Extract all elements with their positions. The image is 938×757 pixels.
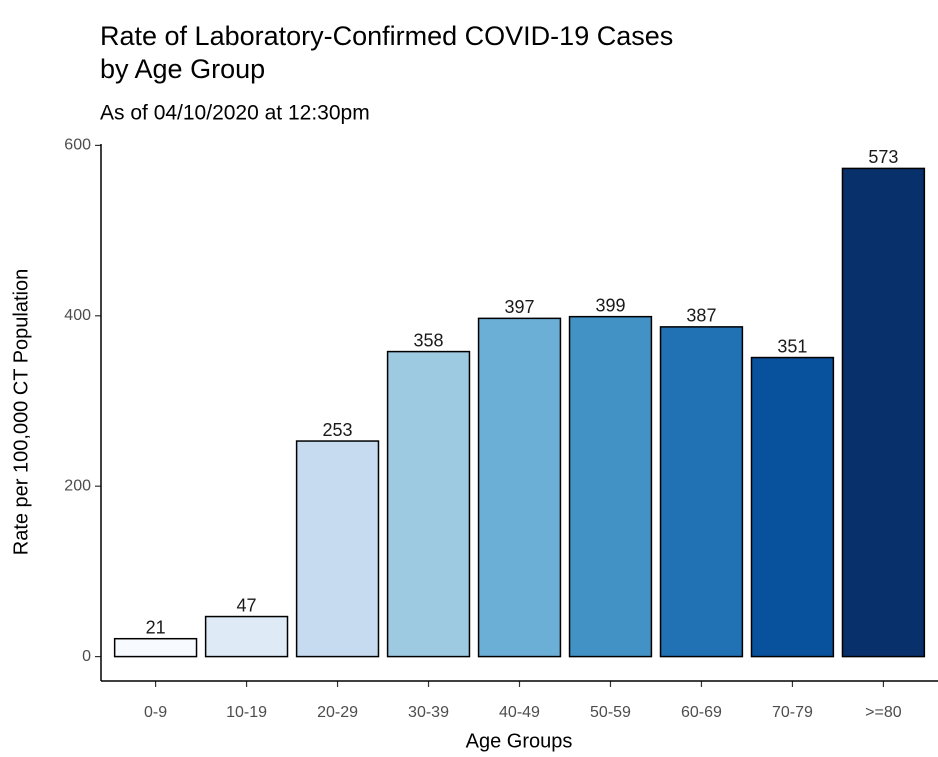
bar	[659, 326, 744, 658]
data-label: 387	[686, 306, 716, 326]
y-tick-label: 600	[64, 137, 91, 154]
x-tick-label: 0-9	[144, 704, 167, 721]
x-tick-label: >=80	[865, 704, 902, 721]
chart-subtitle: As of 04/10/2020 at 12:30pm	[100, 102, 370, 125]
x-tick-label: 60-69	[681, 704, 722, 721]
data-label: 397	[504, 297, 534, 317]
y-axis-label: Rate per 100,000 CT Population	[10, 269, 32, 556]
bar	[750, 356, 835, 658]
x-tick-label: 70-79	[772, 704, 813, 721]
bar	[477, 317, 562, 658]
x-tick-label: 30-39	[408, 704, 449, 721]
x-tick-label: 50-59	[590, 704, 631, 721]
data-label: 21	[146, 617, 166, 637]
bar	[568, 315, 653, 658]
x-axis-label: Age Groups	[466, 730, 573, 752]
data-label: 47	[237, 595, 257, 615]
chart-title: Rate of Laboratory-Confirmed COVID-19 Ca…	[100, 21, 673, 51]
y-tick-label: 200	[64, 477, 91, 494]
x-tick-label: 20-29	[317, 704, 358, 721]
data-label: 253	[323, 420, 353, 440]
bar	[386, 350, 471, 658]
bar	[204, 615, 289, 658]
data-label: 573	[868, 147, 898, 167]
bar	[295, 440, 380, 658]
y-tick-label: 0	[82, 648, 91, 665]
chart-title: by Age Group	[100, 54, 265, 84]
data-label: 351	[777, 336, 807, 356]
data-label: 358	[413, 330, 443, 350]
y-tick-label: 400	[64, 307, 91, 324]
x-tick-label: 10-19	[226, 704, 267, 721]
x-tick-label: 40-49	[499, 704, 540, 721]
data-label: 399	[595, 295, 625, 315]
bar	[841, 167, 926, 658]
bar	[113, 637, 198, 658]
